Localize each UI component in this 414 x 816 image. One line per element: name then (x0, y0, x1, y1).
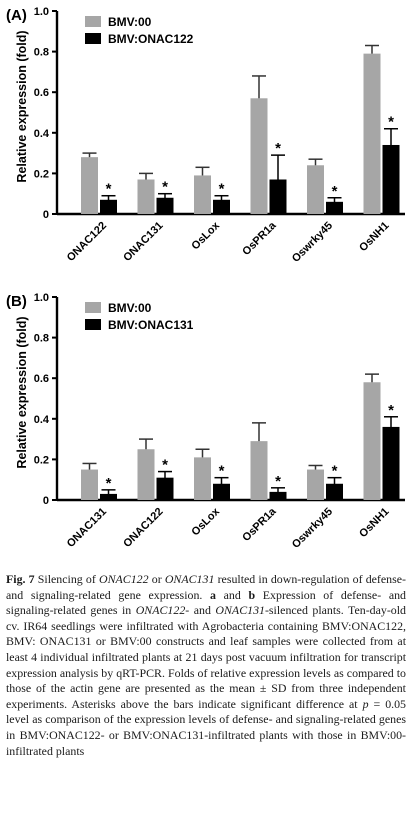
significance-mark: * (275, 140, 281, 157)
bar-control (250, 98, 268, 214)
significance-mark: * (106, 181, 112, 198)
bar-silenced (156, 477, 174, 500)
category-label: ONAC131 (121, 220, 165, 264)
y-tick-label: 0 (43, 495, 49, 507)
caption-segment: p (362, 696, 369, 711)
category-label: Oswrky45 (290, 220, 335, 265)
bar-control (194, 175, 211, 214)
y-tick-label: 0.2 (34, 454, 49, 466)
bar-control (194, 457, 211, 500)
figure-caption: Fig. 7 Silencing of ONAC122 or ONAC131 r… (6, 572, 406, 759)
significance-mark: * (388, 402, 394, 419)
category-label: OsPR1a (240, 219, 279, 258)
category-label: ONAC122 (65, 220, 109, 264)
legend-swatch (85, 33, 101, 44)
bar-control (81, 157, 98, 214)
legend-label: BMV:ONAC122 (108, 32, 194, 46)
caption-segment: ONAC122 (99, 572, 149, 586)
figure-label: Fig. 7 (6, 572, 35, 586)
y-tick-label: 0.6 (34, 373, 49, 385)
bar-control (307, 165, 324, 214)
bar-silenced (382, 426, 400, 500)
y-axis-title: Relative expression (fold) (15, 316, 29, 468)
bar-silenced (326, 201, 343, 214)
bar-control (81, 469, 98, 500)
significance-mark: * (219, 181, 225, 198)
legend-swatch (85, 319, 101, 330)
legend-label: BMV:00 (108, 15, 152, 29)
chart-panel-b: (B) Relative expression (fold) 0 0.2 0.4 0.6 0… (0, 286, 414, 572)
caption-segment: ONAC122 (135, 603, 186, 618)
category-label: OsNH1 (357, 506, 391, 540)
y-tick-label: 0.2 (34, 168, 49, 180)
y-axis-title: Relative expression (fold) (15, 30, 29, 182)
bar-control (250, 441, 268, 500)
legend-swatch (85, 16, 101, 27)
caption-segment: = 0.05 level as comparison of the expres… (6, 696, 406, 758)
caption-segment: Expression of defense- and signaling-rel… (6, 587, 406, 618)
caption-segment: - and (185, 603, 216, 618)
caption-segment: resulted in down-regulation of defense- … (6, 572, 406, 602)
chart-svg: (A) Relative expression (fold) 0 0.2 0.4 0.6 0… (6, 6, 405, 265)
caption-segment: ONAC131 (215, 603, 265, 618)
caption-segment: b (248, 587, 256, 602)
legend-label: BMV:ONAC131 (108, 318, 194, 332)
panel-label: (B) (6, 293, 27, 310)
category-label: OsLox (189, 505, 222, 538)
category-label: OsPR1a (240, 505, 279, 544)
bar-control (363, 53, 381, 214)
y-tick-label: 1.0 (34, 292, 49, 304)
y-tick-label: 0.6 (34, 87, 49, 99)
caption-segment: Silencing of (34, 572, 99, 586)
significance-mark: * (219, 463, 225, 480)
significance-mark: * (162, 457, 168, 474)
chart-svg: (B) Relative expression (fold) 0 0.2 0.4 0.6 0… (6, 292, 405, 551)
caption-text: Silencing of ONAC122 or ONAC131 resulted… (6, 572, 406, 758)
bar-silenced (213, 483, 230, 500)
bar-silenced (213, 199, 230, 214)
panel-label: (A) (6, 7, 27, 24)
significance-mark: * (106, 475, 112, 492)
bar-control (137, 449, 155, 500)
bar-control (363, 382, 381, 500)
category-label: OsNH1 (357, 220, 391, 254)
significance-mark: * (332, 463, 338, 480)
legend-swatch (85, 302, 101, 313)
bar-silenced (156, 197, 174, 214)
bar-silenced (326, 483, 343, 500)
category-label: ONAC131 (65, 506, 109, 550)
legend-label: BMV:00 (108, 301, 152, 315)
bar-silenced (100, 199, 117, 214)
y-tick-label: 0.8 (34, 47, 49, 59)
y-tick-label: 1.0 (34, 6, 49, 18)
significance-mark: * (388, 114, 394, 131)
y-tick-label: 0.8 (34, 333, 49, 345)
category-label: ONAC122 (121, 506, 165, 550)
caption-segment: -silenced plants. Ten-day-old cv. IR64 s… (6, 603, 406, 711)
caption-segment: or (148, 572, 165, 586)
significance-mark: * (162, 179, 168, 196)
caption-segment: and (215, 587, 249, 602)
caption-segment: a (210, 587, 216, 602)
category-label: Oswrky45 (290, 506, 335, 551)
chart-panel-a: (A) Relative expression (fold) 0 0.2 0.4 0.6 0… (0, 0, 414, 286)
category-label: OsLox (189, 219, 222, 252)
bar-silenced (382, 144, 400, 214)
significance-mark: * (332, 183, 338, 200)
bar-control (307, 469, 324, 500)
significance-mark: * (275, 473, 281, 490)
y-tick-label: 0.4 (34, 128, 50, 140)
bar-control (137, 179, 155, 214)
caption-segment: ONAC131 (164, 572, 215, 586)
y-tick-label: 0 (43, 209, 49, 221)
y-tick-label: 0.4 (34, 414, 50, 426)
